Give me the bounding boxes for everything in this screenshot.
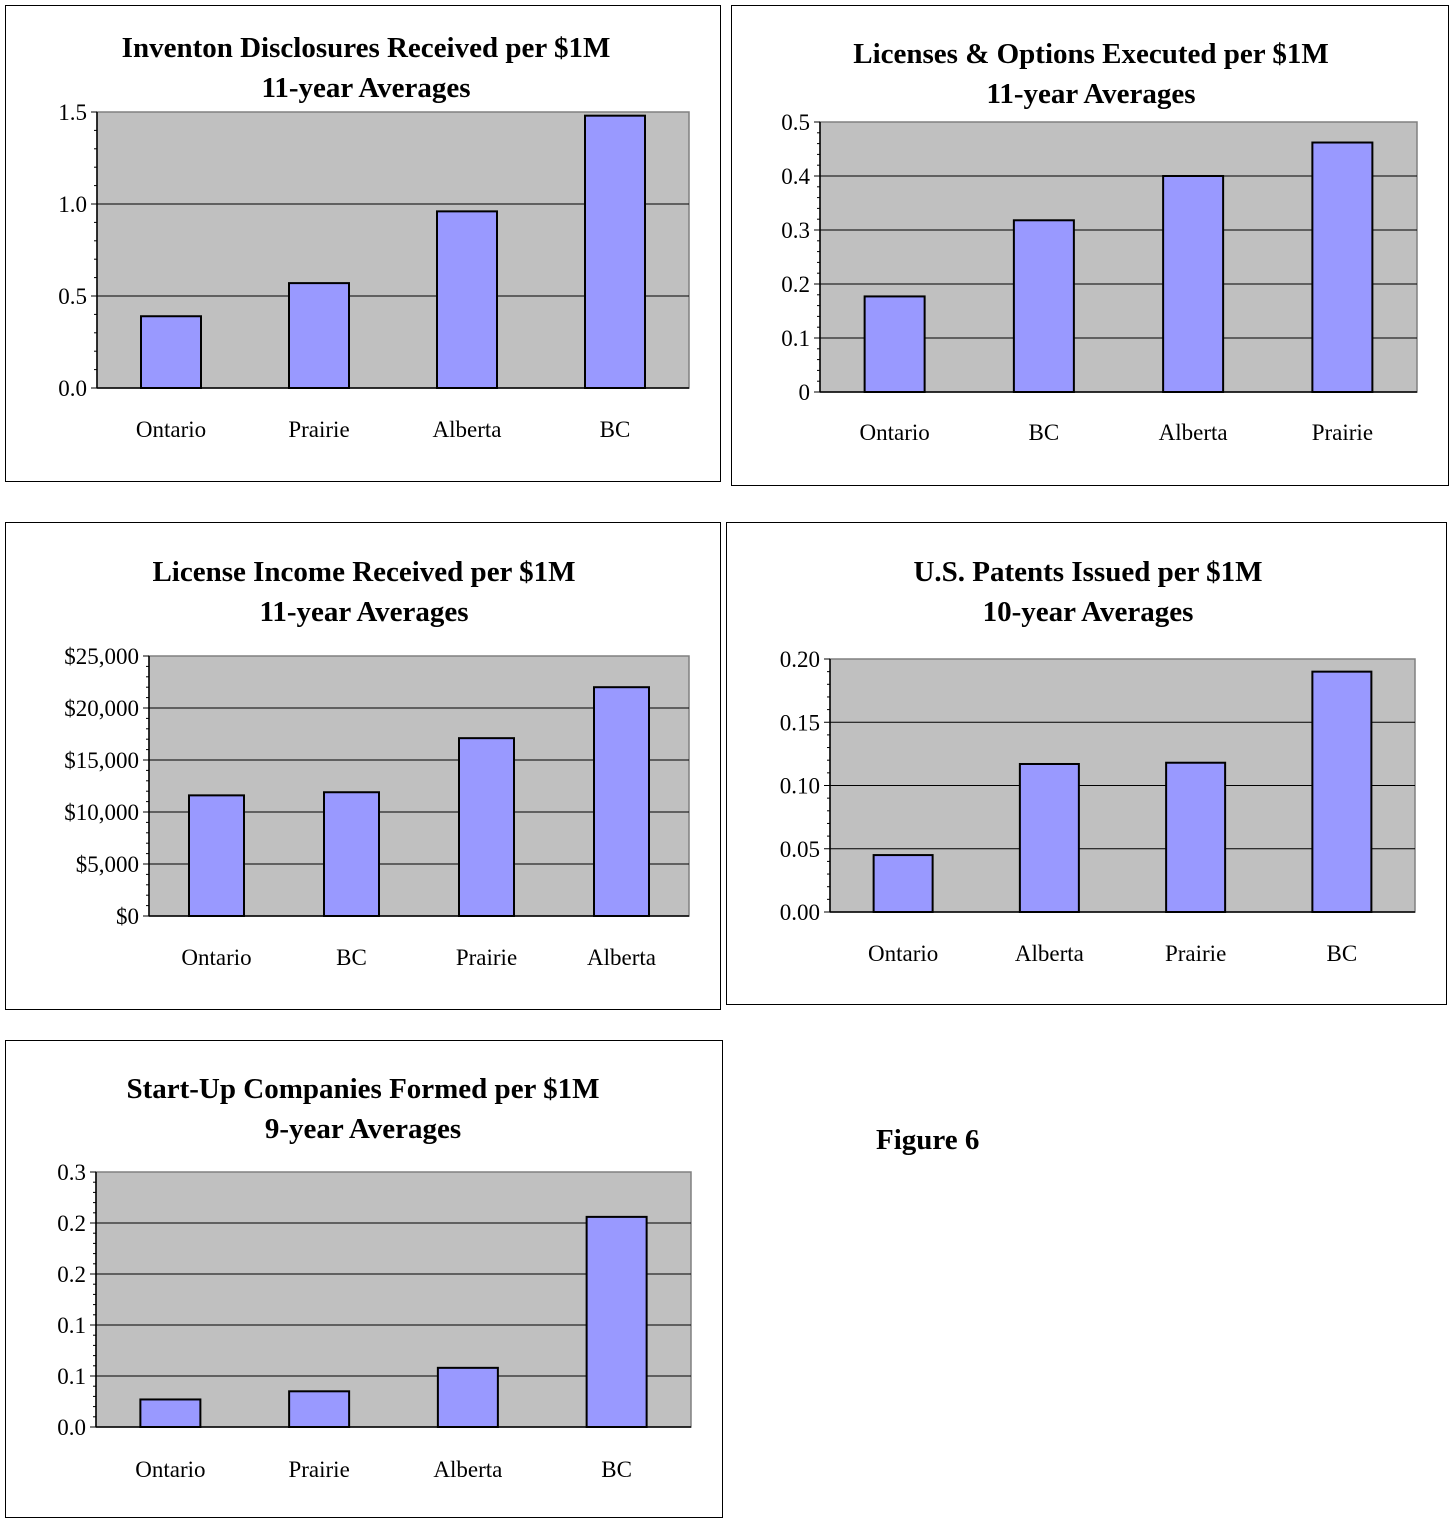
bar-alberta xyxy=(436,210,498,389)
chart-panel-licenses-options: Licenses & Options Executed per $1M 11-ye… xyxy=(731,5,1449,486)
x-category-label: BC xyxy=(336,945,367,970)
bar-prairie xyxy=(288,282,350,389)
x-category-label: Alberta xyxy=(433,1457,502,1482)
y-tick-label: 0.10 xyxy=(780,774,820,799)
chart-subtitle: 11-year Averages xyxy=(986,78,1195,110)
y-tick-label: $25,000 xyxy=(64,644,139,669)
bar-bc xyxy=(323,791,380,917)
chart-subtitle: 10-year Averages xyxy=(983,596,1194,628)
bar-bc xyxy=(584,114,646,390)
y-tick-label: 0.5 xyxy=(58,284,87,309)
chart-svg-startup-companies: Start-Up Companies Formed per $1M 9-year … xyxy=(57,1073,692,1482)
x-category-label: BC xyxy=(600,417,631,442)
figure-label: Figure 6 xyxy=(876,1124,980,1156)
y-tick-label: 0.1 xyxy=(57,1364,86,1389)
y-tick-label: 1.5 xyxy=(58,100,87,125)
chart-svg-license-income: License Income Received per $1M 11-year A… xyxy=(64,556,690,970)
y-tick-label: 0.2 xyxy=(781,272,810,297)
y-tick-label: 0.3 xyxy=(781,218,810,243)
y-tick-label: 0.1 xyxy=(781,326,810,351)
x-category-label: Ontario xyxy=(859,420,929,445)
bar-alberta xyxy=(1162,175,1225,393)
chart-panel-license-income: License Income Received per $1M 11-year A… xyxy=(5,522,721,1010)
chart-svg-us-patents: U.S. Patents Issued per $1M 10-year Avera… xyxy=(780,556,1416,966)
x-category-label: Ontario xyxy=(181,945,251,970)
y-tick-label: 0.20 xyxy=(780,647,820,672)
bar-alberta xyxy=(593,686,650,917)
y-tick-label: 0.0 xyxy=(58,376,87,401)
y-tick-label: 0.5 xyxy=(781,110,810,135)
y-tick-label: 0.0 xyxy=(57,1415,86,1440)
y-tick-label: 0.4 xyxy=(781,164,810,189)
chart-panel-startup-companies: Start-Up Companies Formed per $1M 9-year … xyxy=(5,1040,723,1518)
x-category-label: BC xyxy=(1327,941,1358,966)
x-category-label: Ontario xyxy=(136,417,206,442)
x-category-label: Prairie xyxy=(1312,420,1373,445)
x-category-label: Prairie xyxy=(1165,941,1226,966)
chart-title: License Income Received per $1M xyxy=(152,556,575,588)
x-category-label: Prairie xyxy=(456,945,517,970)
chart-panel-us-patents: U.S. Patents Issued per $1M 10-year Avera… xyxy=(726,522,1447,1005)
y-tick-label: 0.15 xyxy=(780,710,820,735)
x-category-label: Alberta xyxy=(587,945,656,970)
bar-prairie xyxy=(458,737,515,917)
chart-subtitle: 11-year Averages xyxy=(259,596,468,628)
bar-ontario xyxy=(140,315,202,389)
y-tick-label: 0.2 xyxy=(57,1211,86,1236)
y-tick-label: 0.00 xyxy=(780,900,820,925)
chart-subtitle: 9-year Averages xyxy=(265,1113,461,1145)
chart-subtitle: 11-year Averages xyxy=(261,72,470,104)
y-tick-label: 0.1 xyxy=(57,1313,86,1338)
bar-ontario xyxy=(872,854,934,914)
chart-title: Licenses & Options Executed per $1M xyxy=(853,38,1329,70)
y-tick-label: 0.2 xyxy=(57,1262,86,1287)
bar-prairie xyxy=(288,1390,351,1428)
y-tick-label: $5,000 xyxy=(76,852,139,877)
chart-svg-invention-disclosures: Inventon Disclosures Received per $1M 11-… xyxy=(58,32,690,442)
bar-bc xyxy=(1012,219,1075,393)
y-tick-label: $20,000 xyxy=(64,696,139,721)
y-tick-label: 0 xyxy=(799,380,811,405)
chart-panel-invention-disclosures: Inventon Disclosures Received per $1M 11-… xyxy=(5,5,721,482)
y-tick-label: $0 xyxy=(116,904,139,929)
x-category-label: Prairie xyxy=(288,417,349,442)
x-category-label: Alberta xyxy=(433,417,502,442)
chart-title: Start-Up Companies Formed per $1M xyxy=(126,1073,599,1105)
x-category-label: BC xyxy=(1029,420,1060,445)
bar-ontario xyxy=(863,295,926,394)
bar-bc xyxy=(585,1215,648,1428)
x-category-label: Alberta xyxy=(1015,941,1084,966)
chart-svg-licenses-options: Licenses & Options Executed per $1M 11-ye… xyxy=(781,38,1418,445)
chart-title: U.S. Patents Issued per $1M xyxy=(913,556,1262,588)
y-tick-label: 0.3 xyxy=(57,1160,86,1185)
y-tick-label: $10,000 xyxy=(64,800,139,825)
bar-alberta xyxy=(436,1366,499,1428)
chart-title: Inventon Disclosures Received per $1M xyxy=(122,32,611,64)
x-category-label: Prairie xyxy=(288,1457,349,1482)
y-tick-label: $15,000 xyxy=(64,748,139,773)
y-tick-label: 0.05 xyxy=(780,837,820,862)
x-category-label: Alberta xyxy=(1159,420,1228,445)
bar-bc xyxy=(1311,670,1373,913)
x-category-label: BC xyxy=(601,1457,632,1482)
bar-ontario xyxy=(188,794,245,917)
x-category-label: Ontario xyxy=(868,941,938,966)
bar-ontario xyxy=(139,1398,202,1428)
y-tick-label: 1.0 xyxy=(58,192,87,217)
bar-alberta xyxy=(1018,762,1080,913)
x-category-label: Ontario xyxy=(135,1457,205,1482)
bar-prairie xyxy=(1165,761,1227,913)
bar-prairie xyxy=(1311,141,1374,393)
